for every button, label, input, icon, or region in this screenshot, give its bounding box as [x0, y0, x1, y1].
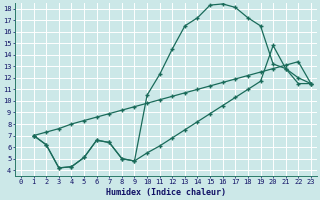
X-axis label: Humidex (Indice chaleur): Humidex (Indice chaleur) [106, 188, 226, 197]
